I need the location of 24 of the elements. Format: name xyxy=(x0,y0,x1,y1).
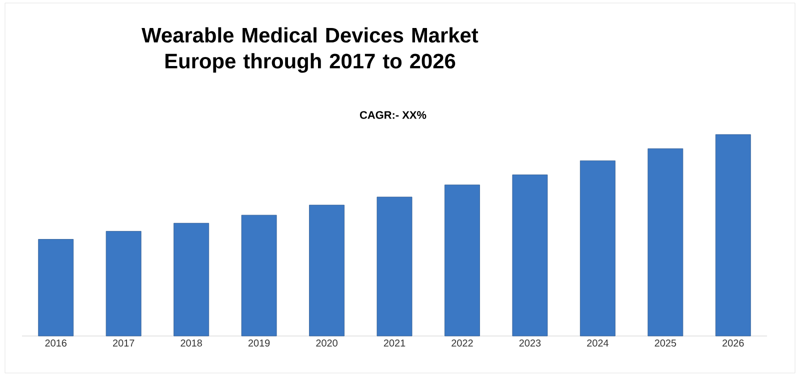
x-tick-label: 2023 xyxy=(519,340,541,347)
x-tick-label: 2016 xyxy=(45,340,67,347)
x-tick-label: 2020 xyxy=(316,340,338,347)
bar xyxy=(648,148,684,336)
chart-title: Wearable Medical Devices Market Europe through 2017 to 2026 xyxy=(142,27,478,73)
chart-subtitle: CAGR:- XX% xyxy=(360,111,426,119)
x-tick-label: 2017 xyxy=(113,340,134,347)
bar xyxy=(444,184,480,336)
x-tick-label: 2022 xyxy=(452,340,473,347)
x-tick-label: 2024 xyxy=(587,340,608,347)
bar xyxy=(580,160,616,336)
bar xyxy=(38,239,74,336)
bar xyxy=(174,222,210,336)
bar xyxy=(512,174,548,336)
x-tick-label: 2025 xyxy=(654,340,676,347)
bar xyxy=(715,134,751,336)
bar xyxy=(106,231,142,336)
x-tick-label: 2026 xyxy=(722,340,744,347)
bar xyxy=(309,204,344,336)
bar xyxy=(376,196,412,336)
x-tick-label: 2018 xyxy=(180,340,202,347)
x-tick-label: 2021 xyxy=(384,340,406,347)
bar xyxy=(241,214,277,336)
x-tick-label: 2019 xyxy=(248,340,270,347)
